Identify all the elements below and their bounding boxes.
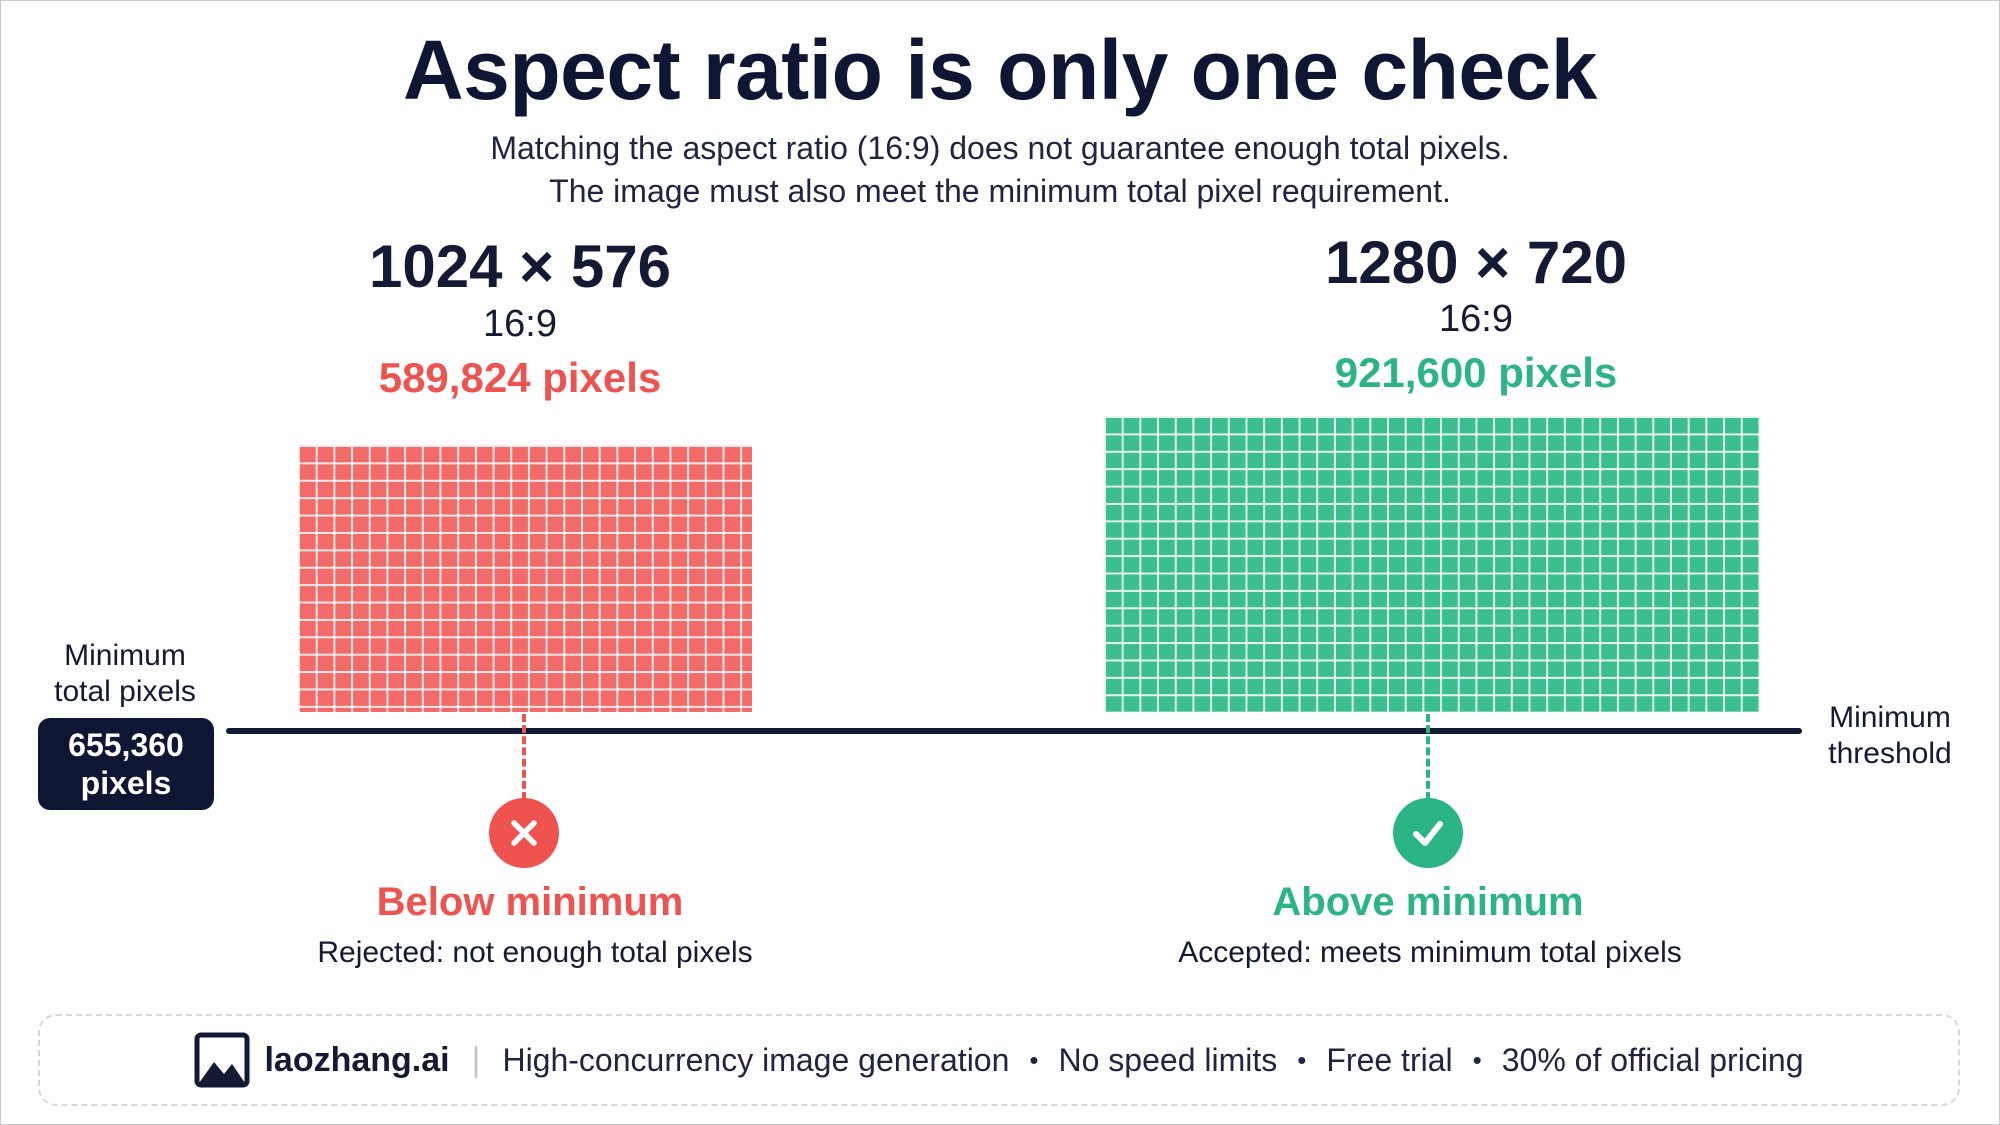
divider: |	[471, 1040, 481, 1079]
brand-name: laozhang.ai	[264, 1040, 450, 1079]
check-icon	[1393, 798, 1463, 868]
left-status-detail: Rejected: not enough total pixels	[317, 936, 753, 969]
threshold-label: Minimum threshold	[1828, 701, 1952, 770]
image-icon	[194, 1032, 250, 1088]
left-pixel-grid	[298, 445, 752, 712]
right-status: Above minimum	[1272, 880, 1584, 924]
left-status: Below minimum	[376, 880, 684, 924]
footer-banner: laozhang.ai | High-concurrency image gen…	[38, 1014, 1960, 1106]
x-icon	[489, 798, 559, 868]
left-connector	[522, 714, 526, 800]
feature-3: Free trial	[1326, 1041, 1453, 1078]
page-title: Aspect ratio is only one check	[402, 23, 1598, 117]
left-dimensions: 1024 × 576	[369, 233, 671, 300]
bullet-separator: •	[1472, 1044, 1482, 1075]
threshold-line	[226, 728, 1802, 734]
subtitle-line-1: Matching the aspect ratio (16:9) does no…	[490, 130, 1510, 166]
left-ratio: 16:9	[483, 303, 557, 345]
bullet-separator: •	[1297, 1044, 1307, 1075]
bullet-separator: •	[1029, 1044, 1039, 1075]
minimum-label: Minimum total pixels	[54, 639, 196, 708]
right-dimensions: 1280 × 720	[1325, 229, 1627, 296]
feature-2: No speed limits	[1058, 1041, 1278, 1078]
left-pixel-count: 589,824 pixels	[378, 354, 662, 401]
right-pixel-count: 921,600 pixels	[1334, 349, 1618, 396]
right-ratio: 16:9	[1439, 298, 1513, 340]
minimum-value-badge: 655,360 pixels	[38, 718, 214, 810]
right-pixel-grid	[1104, 416, 1760, 712]
right-status-detail: Accepted: meets minimum total pixels	[1178, 936, 1682, 969]
feature-1: High-concurrency image generation	[502, 1041, 1010, 1078]
feature-4: 30% of official pricing	[1501, 1041, 1804, 1078]
right-connector	[1426, 714, 1430, 800]
subtitle-line-2: The image must also meet the minimum tot…	[549, 173, 1451, 209]
